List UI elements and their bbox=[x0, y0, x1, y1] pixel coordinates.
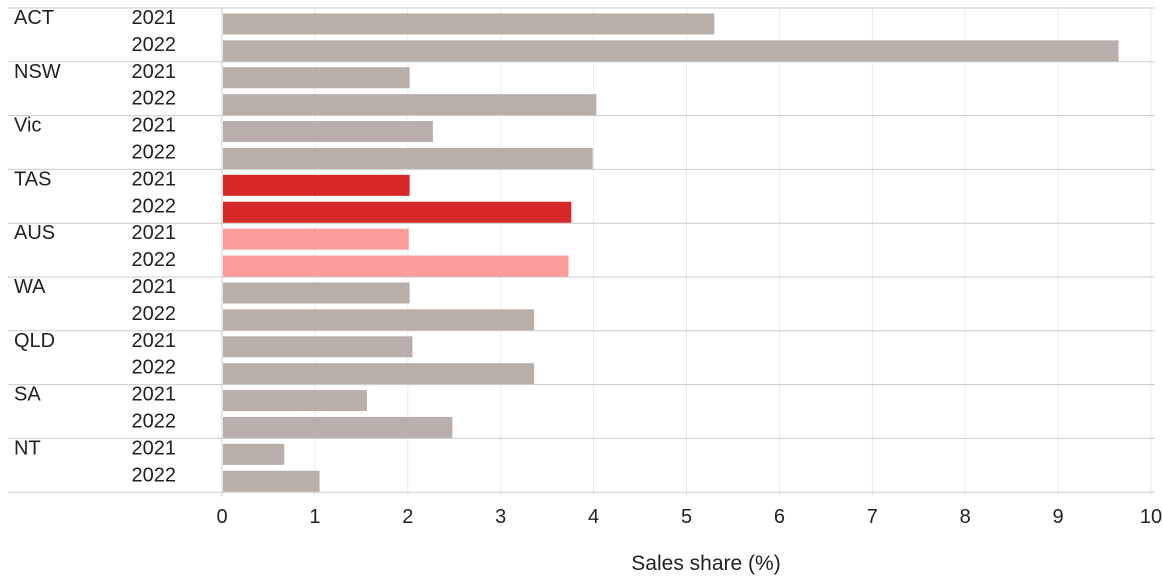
year-label: 2021 bbox=[132, 330, 177, 352]
x-tick-label: 2 bbox=[402, 506, 413, 528]
bar-act-2021 bbox=[223, 13, 715, 35]
year-label: 2022 bbox=[132, 195, 177, 217]
bar-vic-2021 bbox=[223, 121, 433, 143]
bar-sa-2021 bbox=[223, 390, 367, 412]
year-label: 2021 bbox=[132, 276, 177, 298]
region-label: SA bbox=[14, 384, 41, 406]
gridlines bbox=[221, 8, 1152, 497]
x-tick-label: 6 bbox=[774, 506, 785, 528]
x-tick-label: 5 bbox=[681, 506, 692, 528]
year-label: 2021 bbox=[132, 168, 177, 190]
year-label: 2022 bbox=[132, 88, 177, 110]
bar-nsw-2022 bbox=[223, 94, 597, 116]
x-tick-label: 8 bbox=[960, 506, 971, 528]
bar-nt-2021 bbox=[223, 443, 285, 465]
region-label: NT bbox=[14, 437, 41, 459]
year-label: 2022 bbox=[132, 411, 177, 433]
region-label: QLD bbox=[14, 330, 55, 352]
x-tick-label: 3 bbox=[495, 506, 506, 528]
region-label: NSW bbox=[14, 61, 61, 83]
region-label: ACT bbox=[14, 7, 54, 29]
bar-tas-2022 bbox=[223, 201, 572, 223]
bar-qld-2022 bbox=[223, 363, 535, 385]
x-axis-title: Sales share (%) bbox=[631, 552, 780, 575]
bar-act-2022 bbox=[223, 40, 1119, 62]
bar-nt-2022 bbox=[223, 470, 320, 492]
x-tick-label: 9 bbox=[1053, 506, 1064, 528]
bar-vic-2022 bbox=[223, 147, 593, 169]
year-label: 2022 bbox=[132, 303, 177, 325]
year-label: 2021 bbox=[132, 437, 177, 459]
year-label: 2021 bbox=[132, 7, 177, 29]
x-tick-label: 7 bbox=[867, 506, 878, 528]
x-tick-label: 0 bbox=[216, 506, 227, 528]
bar-aus-2022 bbox=[223, 255, 569, 277]
x-axis-ticks: 0 1 2 3 4 5 6 7 8 9 10 bbox=[216, 506, 1162, 528]
bar-wa-2022 bbox=[223, 309, 535, 331]
region-label: WA bbox=[14, 276, 46, 298]
x-tick-label: 1 bbox=[309, 506, 320, 528]
bar-wa-2021 bbox=[223, 282, 410, 304]
region-label: TAS bbox=[14, 168, 51, 190]
x-tick-label: 10 bbox=[1140, 506, 1162, 528]
year-label: 2021 bbox=[132, 115, 177, 137]
region-label: AUS bbox=[14, 222, 55, 244]
bar-aus-2021 bbox=[223, 228, 409, 250]
group-separators bbox=[8, 7, 1155, 493]
bars bbox=[223, 13, 1119, 492]
year-label: 2022 bbox=[132, 357, 177, 379]
year-label: 2022 bbox=[132, 34, 177, 56]
year-label: 2021 bbox=[132, 61, 177, 83]
year-label: 2021 bbox=[132, 384, 177, 406]
bar-sa-2022 bbox=[223, 416, 453, 438]
region-label: Vic bbox=[14, 115, 41, 137]
bar-qld-2021 bbox=[223, 336, 413, 358]
year-label: 2022 bbox=[132, 464, 177, 486]
year-label: 2022 bbox=[132, 142, 177, 164]
category-labels: ACT 2021 2022 NSW 2021 2022 Vic 2021 2022 TAS 2021… bbox=[14, 7, 176, 486]
x-tick-label: 4 bbox=[588, 506, 599, 528]
year-label: 2021 bbox=[132, 222, 177, 244]
year-label: 2022 bbox=[132, 249, 177, 271]
bar-tas-2021 bbox=[223, 174, 410, 196]
bar-nsw-2021 bbox=[223, 67, 410, 89]
